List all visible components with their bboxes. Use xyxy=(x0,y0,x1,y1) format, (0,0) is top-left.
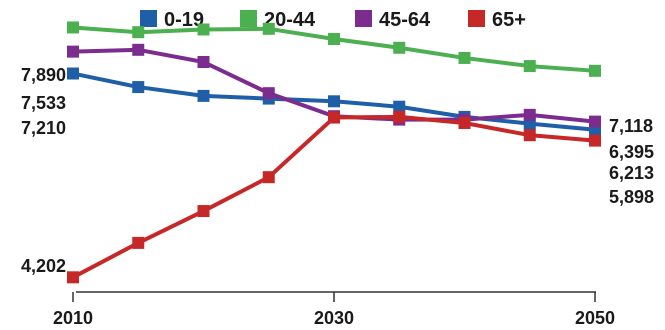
point-65-2040 xyxy=(458,116,471,129)
legend-swatch-65 xyxy=(468,10,485,27)
start-label-3: 4,202 xyxy=(21,256,66,276)
point-0-19-2020 xyxy=(197,89,210,102)
x-tick-label-2030: 2030 xyxy=(314,308,354,328)
point-20-44-2050 xyxy=(589,64,601,77)
legend-label-65: 65+ xyxy=(492,9,526,31)
point-65-2050 xyxy=(589,134,601,147)
end-label-1: 6,395 xyxy=(609,142,654,162)
point-20-44-2020 xyxy=(197,23,210,36)
series-line-65 xyxy=(72,114,596,280)
end-label-2: 6,213 xyxy=(609,163,654,183)
x-tick-label-2010: 2010 xyxy=(53,308,93,328)
x-tick-label-2050: 2050 xyxy=(575,308,615,328)
start-label-1: 7,533 xyxy=(21,93,66,113)
point-45-64-2025 xyxy=(262,87,275,100)
start-label-0: 7,890 xyxy=(21,65,66,85)
point-65-2030 xyxy=(328,111,340,124)
point-45-64-2010 xyxy=(67,45,79,58)
point-0-19-2015 xyxy=(132,81,145,94)
point-20-44-2040 xyxy=(458,51,471,64)
point-45-64-2050 xyxy=(589,115,601,128)
point-0-19-2030 xyxy=(328,95,340,108)
legend-swatch-45-64 xyxy=(355,10,372,27)
point-45-64-2020 xyxy=(197,56,210,69)
legend-label-0-19: 0-19 xyxy=(164,9,204,31)
legend-label-45-64: 45-64 xyxy=(379,9,431,31)
point-20-44-2025 xyxy=(262,22,275,35)
end-label-0: 7,118 xyxy=(609,116,653,136)
legend-swatch-20-44 xyxy=(240,10,257,27)
x-axis-ticks: 2010 2030 2050 xyxy=(53,292,615,328)
point-20-44-2010 xyxy=(67,21,79,34)
point-65-2015 xyxy=(132,236,145,249)
point-0-19-2035 xyxy=(393,100,406,113)
point-65-2025 xyxy=(262,171,275,184)
legend-label-20-44: 20-44 xyxy=(264,9,316,31)
point-20-44-2045 xyxy=(523,60,536,73)
point-65-2045 xyxy=(523,129,536,142)
point-65-2020 xyxy=(197,205,210,218)
point-20-44-2015 xyxy=(132,26,145,39)
start-label-2: 7,210 xyxy=(21,118,66,138)
end-label-3: 5,898 xyxy=(609,187,654,207)
point-65-2010 xyxy=(67,271,79,284)
point-45-64-2045 xyxy=(523,108,536,121)
series-layer xyxy=(67,21,601,284)
point-45-64-2015 xyxy=(132,43,145,56)
point-20-44-2035 xyxy=(393,41,406,54)
point-0-19-2010 xyxy=(67,67,79,80)
legend: 0-19 20-44 45-64 65+ xyxy=(140,9,526,31)
point-20-44-2030 xyxy=(328,32,340,45)
point-65-2035 xyxy=(393,110,406,123)
legend-swatch-0-19 xyxy=(140,10,157,27)
